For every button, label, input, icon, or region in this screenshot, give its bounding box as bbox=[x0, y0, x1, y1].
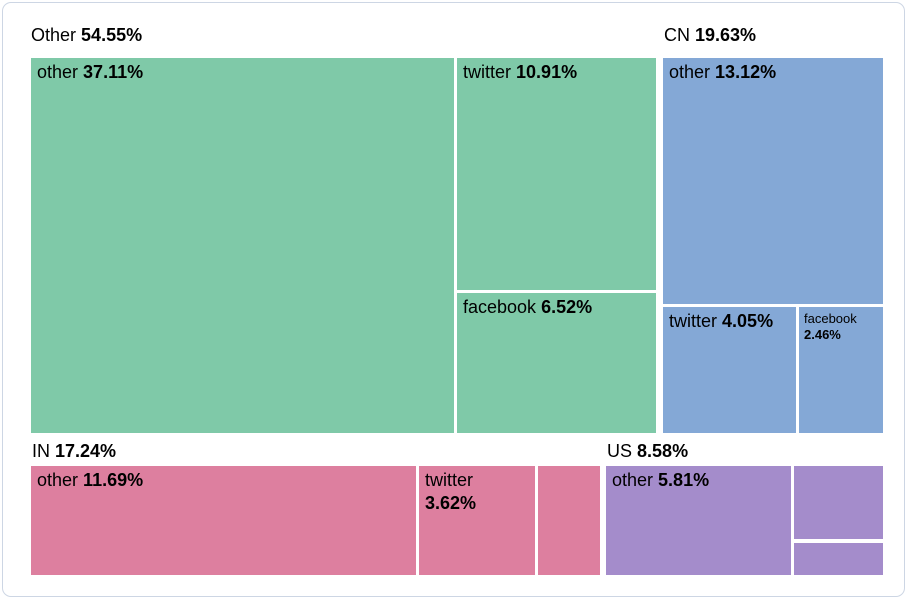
cell-percent: 5.81% bbox=[658, 470, 710, 490]
group-header-other: Other 54.55% bbox=[31, 26, 142, 45]
treemap-cell-us-other[interactable]: other 5.81% bbox=[606, 466, 791, 575]
group-name: US bbox=[607, 441, 633, 461]
treemap-cell-in-unlabeled[interactable] bbox=[538, 466, 600, 575]
treemap-cell-us-unlabeled[interactable] bbox=[794, 466, 883, 539]
group-header-us: US 8.58% bbox=[607, 442, 688, 461]
group-name: IN bbox=[32, 441, 50, 461]
cell-percent: 6.52% bbox=[541, 297, 593, 317]
treemap-cell-cn-facebook[interactable]: facebook 2.46% bbox=[799, 307, 883, 433]
cell-percent: 11.69% bbox=[83, 470, 144, 490]
cell-percent: 37.11% bbox=[83, 62, 144, 82]
cell-name: facebook bbox=[804, 311, 857, 326]
cell-percent: 4.05% bbox=[722, 311, 774, 331]
group-header-in: IN 17.24% bbox=[32, 442, 116, 461]
cell-percent: 3.62% bbox=[425, 493, 477, 513]
cell-name: twitter bbox=[463, 62, 512, 82]
treemap-cell-cn-twitter[interactable]: twitter 4.05% bbox=[663, 307, 796, 433]
cell-percent: 13.12% bbox=[715, 62, 777, 82]
treemap-cell-in-other[interactable]: other 11.69% bbox=[31, 466, 416, 575]
group-percent: 17.24% bbox=[55, 441, 117, 461]
group-header-cn: CN 19.63% bbox=[664, 26, 756, 45]
group-name: CN bbox=[664, 25, 690, 45]
treemap-cell-other-twitter[interactable]: twitter 10.91% bbox=[457, 58, 656, 290]
cell-name: twitter bbox=[425, 470, 474, 490]
cell-name: other bbox=[612, 470, 654, 490]
treemap-cell-other-facebook[interactable]: facebook 6.52% bbox=[457, 293, 656, 433]
cell-name: facebook bbox=[463, 297, 537, 317]
cell-name: other bbox=[37, 62, 79, 82]
group-percent: 8.58% bbox=[637, 441, 689, 461]
treemap-cell-us-unlabeled[interactable] bbox=[794, 543, 883, 575]
group-percent: 19.63% bbox=[695, 25, 757, 45]
cell-percent: 10.91% bbox=[516, 62, 578, 82]
group-percent: 54.55% bbox=[81, 25, 143, 45]
group-name: Other bbox=[31, 25, 77, 45]
cell-name: twitter bbox=[669, 311, 718, 331]
cell-name: other bbox=[669, 62, 711, 82]
treemap: Other 54.55% other 37.11% twitter 10.91% fa… bbox=[3, 3, 904, 596]
cell-percent: 2.46% bbox=[804, 327, 841, 342]
cell-name: other bbox=[37, 470, 79, 490]
treemap-cell-cn-other[interactable]: other 13.12% bbox=[663, 58, 883, 304]
treemap-cell-other-other[interactable]: other 37.11% bbox=[31, 58, 454, 433]
treemap-cell-in-twitter[interactable]: twitter 3.62% bbox=[419, 466, 535, 575]
